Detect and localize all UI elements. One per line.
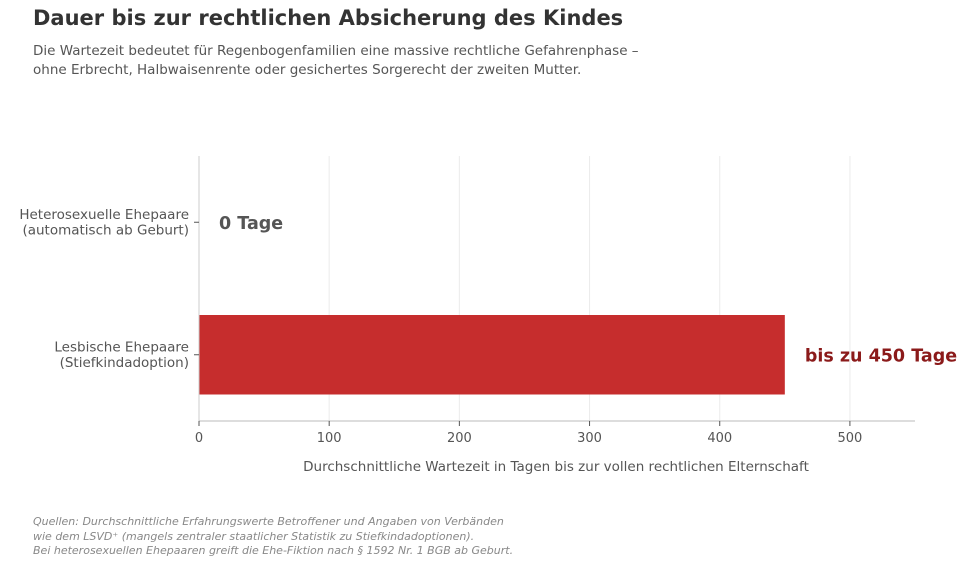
data-label-1: bis zu 450 Tage bbox=[805, 346, 957, 366]
bar-1 bbox=[199, 315, 785, 395]
category-label-1-line-1: (Stiefkindadoption) bbox=[60, 355, 189, 371]
x-tick-label-0: 0 bbox=[195, 431, 203, 446]
x-tick-label-4: 400 bbox=[707, 431, 732, 446]
category-label-0-line-1: (automatisch ab Geburt) bbox=[22, 223, 189, 239]
source-note: Quellen: Durchschnittliche Erfahrungswer… bbox=[33, 515, 513, 559]
source-line-2: wie dem LSVD⁺ (mangels zentraler staatli… bbox=[33, 529, 475, 543]
chart-subtitle: Die Wartezeit bedeutet für Regenbogenfam… bbox=[33, 42, 639, 80]
x-tick-label-5: 500 bbox=[837, 431, 862, 446]
x-axis-label: Durchschnittliche Wartezeit in Tagen bis… bbox=[303, 459, 809, 475]
x-tick-label-3: 300 bbox=[577, 431, 602, 446]
source-line-3: Bei heterosexuellen Ehepaaren greift die… bbox=[33, 544, 514, 557]
subtitle-line-1: Die Wartezeit bedeutet für Regenbogenfam… bbox=[33, 43, 639, 59]
subtitle-line-2: ohne Erbrecht, Halbwaisenrente oder gesi… bbox=[33, 62, 582, 78]
source-line-1: Quellen: Durchschnittliche Erfahrungswer… bbox=[33, 515, 504, 528]
x-tick-label-1: 100 bbox=[317, 431, 342, 446]
data-label-0: 0 Tage bbox=[219, 214, 283, 234]
x-tick-label-2: 200 bbox=[447, 431, 472, 446]
category-label-0-line-0: Heterosexuelle Ehepaare bbox=[19, 207, 189, 223]
chart-title: Dauer bis zur rechtlichen Absicherung de… bbox=[33, 6, 624, 30]
category-label-1-line-0: Lesbische Ehepaare bbox=[54, 340, 189, 356]
